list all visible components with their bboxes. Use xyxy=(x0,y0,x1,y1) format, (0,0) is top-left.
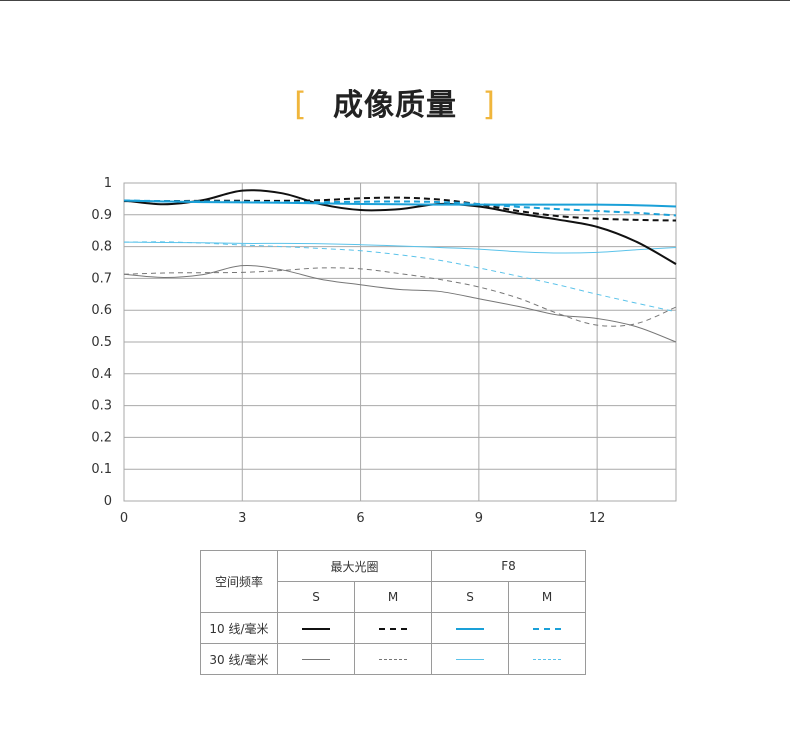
series-line-6 xyxy=(123,241,677,254)
x-tick-label: 0 xyxy=(120,511,128,526)
y-tick-label: 0.1 xyxy=(91,462,112,477)
legend-swatch xyxy=(533,627,561,630)
top-divider xyxy=(0,0,790,1)
series-line-3 xyxy=(123,199,677,217)
y-tick-label: 0.8 xyxy=(91,240,112,255)
legend-swatch xyxy=(302,627,330,630)
x-tick-label: 3 xyxy=(238,511,246,526)
y-tick-label: 1 xyxy=(104,176,112,191)
legend-m-header: M xyxy=(508,581,586,613)
legend-swatch xyxy=(456,627,484,630)
y-tick-label: 0.3 xyxy=(91,399,112,414)
mtf-chart: 0 0.1 0.2 0.3 0.4 0.5 0.6 0.7 0.8 0.9 1 0 3 6 9 12 xyxy=(91,176,677,526)
legend-row-10lpmm: 10 线/毫米 xyxy=(200,612,278,644)
y-tick-label: 0.5 xyxy=(91,335,112,350)
legend-m-header: M xyxy=(354,581,432,613)
legend-row-header: 空间频率 xyxy=(200,550,278,613)
title-text: 成像质量 xyxy=(333,88,457,123)
y-tick-label: 0 xyxy=(104,494,112,509)
y-tick-label: 0.7 xyxy=(91,271,112,286)
legend-swatch xyxy=(456,659,484,660)
title-bracket-right: ] xyxy=(482,85,496,123)
legend-row-30lpmm: 30 线/毫米 xyxy=(200,643,278,675)
page-title: [ 成像质量 ] xyxy=(0,80,790,124)
y-tick-label: 0.6 xyxy=(91,303,112,318)
legend-group-max-aperture: 最大光圈 xyxy=(277,550,432,582)
title-bracket-left: [ xyxy=(294,85,308,123)
series-line-7 xyxy=(123,241,677,313)
legend-group-f8: F8 xyxy=(431,550,586,582)
legend-s-header: S xyxy=(277,581,355,613)
y-tick-label: 0.4 xyxy=(91,367,112,382)
legend-table: 空间频率 最大光圈 F8 S M S M 10 线/毫米 30 线/毫米 xyxy=(200,550,586,675)
y-tick-label: 0.2 xyxy=(91,430,112,445)
legend-swatch xyxy=(533,659,561,660)
legend-swatch xyxy=(302,659,330,660)
x-tick-label: 12 xyxy=(589,511,606,526)
series-line-4 xyxy=(123,265,677,343)
legend-s-header: S xyxy=(431,581,509,613)
series-line-5 xyxy=(123,267,677,327)
series-line-0 xyxy=(123,189,677,265)
x-tick-label: 9 xyxy=(475,511,483,526)
legend-swatch xyxy=(379,627,407,630)
y-tick-label: 0.9 xyxy=(91,208,112,223)
x-tick-label: 6 xyxy=(356,511,364,526)
legend-swatch xyxy=(379,659,407,660)
